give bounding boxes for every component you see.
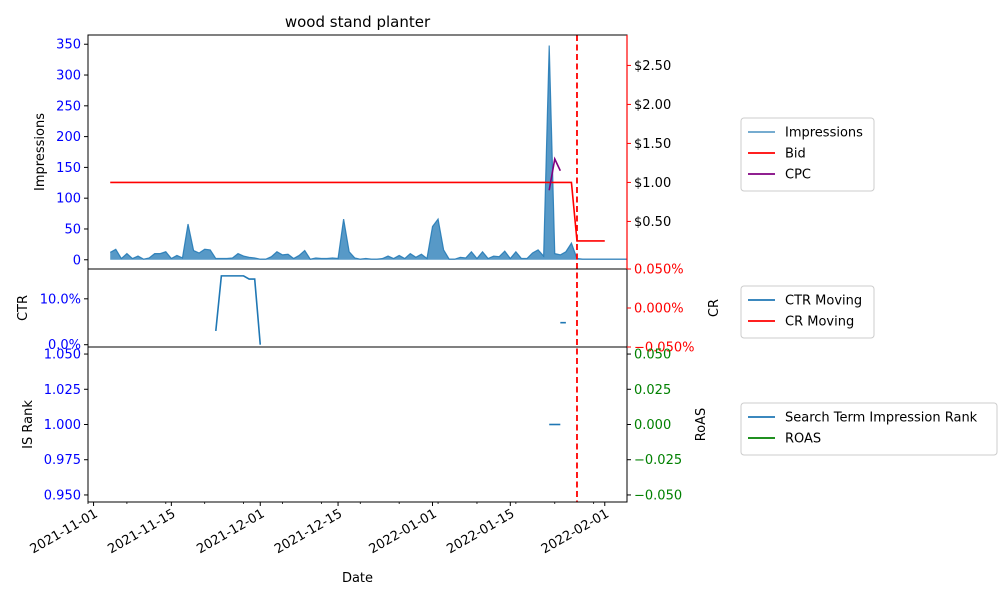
x-ticklabel: 2021-12-15 (272, 506, 345, 557)
roas-axis-ticklabel: 0.050 (634, 348, 671, 363)
impressions-axis-ticklabel: 0 (73, 253, 81, 268)
impressions-axis-ticklabel: 150 (56, 161, 81, 176)
impressions-axis-ticklabel: 100 (56, 192, 81, 207)
cr-ylabel: CR (707, 299, 722, 317)
bid-axis-ticklabel: $0.50 (634, 215, 671, 230)
legend-top-box (740, 117, 875, 192)
roas-axis-ticklabel: −0.050 (634, 488, 682, 503)
legend-bottom-box (740, 402, 998, 456)
impressions-axis-ticklabel: 50 (64, 222, 81, 237)
legend-middle-label: CTR Moving (785, 294, 862, 309)
impressions-ylabel: Impressions (33, 113, 48, 191)
cr-axis-ticklabel: 0.000% (634, 302, 684, 317)
bid-axis-ticklabel: $1.50 (634, 137, 671, 152)
bid-line (110, 181, 605, 242)
roas-axis-ticklabel: −0.025 (634, 453, 682, 468)
impressions-axis-ticklabel: 200 (56, 130, 81, 145)
roas-axis-ticklabel: 0.000 (634, 418, 671, 433)
x-ticklabel: 2022-01-01 (367, 506, 440, 557)
legend-top-label: CPC (785, 168, 811, 183)
legend-bottom-label: ROAS (785, 432, 821, 447)
legend-top-label: Bid (785, 147, 806, 162)
legend-bottom-label: Search Term Impression Rank (785, 411, 978, 426)
legend-top-label: Impressions (785, 126, 863, 141)
roas-ylabel: RoAS (694, 408, 709, 442)
x-ticklabel: 2022-02-01 (539, 506, 612, 557)
chart-title: wood stand planter (285, 13, 431, 31)
panel-frame-bot (87, 346, 628, 503)
bid-axis-ticklabel: $1.00 (634, 176, 671, 191)
is-rank-axis-ticklabel: 1.000 (44, 418, 81, 433)
impressions-axis-ticklabel: 350 (56, 38, 81, 53)
impressions-line (109, 45, 627, 260)
ctr-axis-ticklabel: 0.0% (48, 338, 81, 353)
x-ticklabel: 2021-11-01 (28, 506, 101, 557)
impressions-axis-ticklabel: 300 (56, 69, 81, 84)
cpc-line (548, 156, 562, 191)
ctr-line-0 (215, 275, 262, 345)
is-rank-axis-ticklabel: 0.975 (44, 453, 81, 468)
impressions-axis-ticklabel: 250 (56, 99, 81, 114)
bid-axis-ticklabel: $2.50 (634, 59, 671, 74)
bid-axis-ticklabel: $2.00 (634, 98, 671, 113)
legend-middle-box (740, 285, 875, 339)
x-ticklabel: 2021-11-15 (105, 506, 178, 557)
panel-frame-mid (87, 268, 628, 348)
is-rank-axis-ticklabel: 1.025 (44, 383, 81, 398)
ctr-ylabel: CTR (16, 295, 31, 321)
roas-axis-ticklabel: 0.025 (634, 383, 671, 398)
is-rank-axis-ticklabel: 1.050 (44, 348, 81, 363)
x-ticklabel: 2021-12-01 (194, 506, 267, 557)
cr-axis-ticklabel: 0.050% (634, 263, 684, 278)
is-rank-ylabel: IS Rank (21, 400, 36, 449)
is-rank-axis-ticklabel: 0.950 (44, 488, 81, 503)
x-ticklabel: 2022-01-15 (444, 506, 517, 557)
x-axis-label: Date (342, 571, 373, 586)
legend-middle-label: CR Moving (785, 315, 854, 330)
ctr-axis-ticklabel: 10.0% (40, 292, 81, 307)
cr-axis-ticklabel: −0.050% (634, 341, 694, 356)
